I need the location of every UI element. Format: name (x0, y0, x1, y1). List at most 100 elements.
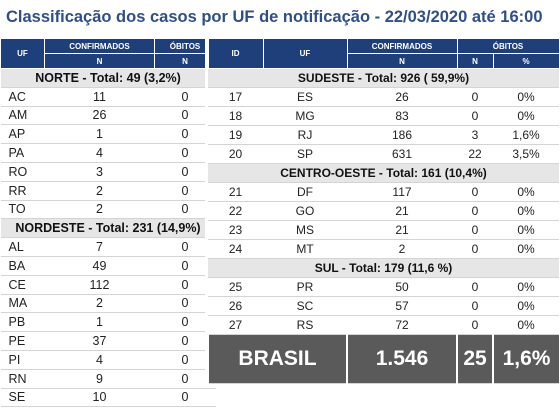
uf-cell: PA (0, 143, 45, 163)
value-cell: 0 (154, 200, 216, 220)
value-cell: 26 (44, 106, 155, 126)
value-cell: 1,6% (493, 125, 559, 145)
value-cell: 0 (154, 312, 216, 333)
data-row: AL 7 0 (0, 237, 216, 257)
uf-cell: RR (0, 181, 45, 201)
value-cell: 18 (208, 106, 263, 126)
uf-cell: RO (0, 162, 45, 182)
value-cell: 21 (347, 201, 457, 221)
value-cell: 0 (154, 237, 216, 257)
value-cell: 0 (154, 87, 216, 107)
header-cell: ÓBITOS (154, 38, 216, 54)
value-cell: 1 (44, 124, 155, 145)
data-row: 19 RJ 186 3 1,6% (208, 125, 559, 145)
header-row: UF CONFIRMADOS ÓBITOS (0, 38, 216, 69)
right-body: ID UF CONFIRMADOS ÓBITOS N N% SUDESTE - Total:… (207, 38, 560, 384)
value-cell: 50 (347, 277, 457, 297)
left-table: UF CONFIRMADOS ÓBITOS N N NORTE - Total: 49 (… (0, 38, 216, 408)
value-cell: RS (263, 315, 347, 335)
value-cell: 22 (208, 201, 263, 221)
data-row: 17 ES 26 0 0% (208, 87, 559, 107)
title: Classificação dos casos por UF de notifi… (6, 8, 543, 26)
data-row: MA 2 0 (0, 294, 216, 314)
uf-cell: PI (0, 350, 45, 370)
value-cell: 0 (457, 315, 493, 335)
region-label: NORDESTE - Total: 231 (14,9%) (0, 218, 216, 239)
total-cell: BRASIL (207, 334, 347, 384)
value-cell: MT (263, 239, 347, 259)
value-cell: 1 (44, 312, 155, 333)
value-cell: 7 (44, 237, 155, 257)
value-cell: 2 (44, 181, 155, 201)
header-row: ID UF CONFIRMADOS ÓBITOS (207, 38, 560, 69)
right-table: ID UF CONFIRMADOS ÓBITOS N N% SUDESTE - Total:… (207, 38, 560, 384)
value-cell: 0 (154, 331, 216, 351)
value-cell: 0% (493, 239, 559, 259)
value-cell: 57 (347, 296, 457, 316)
value-cell: 0 (457, 87, 493, 107)
header-cell: UF (262, 38, 348, 69)
subheader-cell: % (492, 53, 560, 69)
value-cell: 21 (208, 182, 263, 202)
value-cell: 112 (44, 275, 155, 295)
value-cell: 25 (208, 277, 263, 297)
value-cell: 0 (154, 256, 216, 276)
value-cell: DF (263, 182, 347, 202)
value-cell: 24 (208, 239, 263, 259)
header-cell: ID (207, 38, 264, 69)
value-cell: 0 (154, 350, 216, 370)
value-cell: 0 (457, 201, 493, 221)
value-cell: 49 (44, 256, 155, 276)
subheader-row: N N% (208, 53, 560, 69)
value-cell: 10 (44, 388, 155, 408)
value-cell: 0 (457, 106, 493, 126)
value-cell: 0 (457, 296, 493, 316)
value-cell: 0% (493, 87, 559, 107)
subheader-cell: N (346, 53, 458, 69)
value-cell: 0 (154, 275, 216, 295)
value-cell: GO (263, 201, 347, 221)
value-cell: 3,5% (493, 144, 559, 164)
value-cell: 0 (154, 106, 216, 126)
data-row: AM 26 0 (0, 106, 216, 126)
value-cell: 23 (208, 220, 263, 240)
value-cell: 0% (493, 201, 559, 221)
value-cell: SC (263, 296, 347, 316)
region-row: SUL - Total: 179 (11,6 %) (208, 258, 559, 278)
header-cell: UF (0, 38, 45, 69)
value-cell: 22 (457, 144, 493, 164)
value-cell: 3 (457, 125, 493, 145)
data-row: 26 SC 57 0 0% (208, 296, 559, 316)
uf-cell: PB (0, 312, 45, 333)
value-cell: 0% (493, 182, 559, 202)
uf-cell: CE (0, 275, 45, 295)
header-cell: CONFIRMADOS (346, 38, 458, 54)
uf-cell: AP (0, 124, 45, 145)
uf-cell: MA (0, 294, 45, 314)
total-cell: 25 (456, 334, 493, 384)
value-cell: 2 (44, 200, 155, 220)
value-cell: 0 (457, 182, 493, 202)
value-cell: 37 (44, 331, 155, 351)
value-cell: 21 (347, 220, 457, 240)
value-cell: 26 (208, 296, 263, 316)
uf-cell: BA (0, 256, 45, 276)
value-cell: 0 (154, 124, 216, 145)
total-cell: 1,6% (492, 334, 559, 384)
region-row: NORDESTE - Total: 231 (14,9%) (0, 218, 216, 239)
value-cell: 2 (44, 294, 155, 314)
value-cell: 20 (208, 144, 263, 164)
uf-cell: TO (0, 200, 45, 220)
value-cell: 0 (154, 143, 216, 163)
value-cell: 0 (154, 294, 216, 314)
data-row: AC 11 0 (0, 87, 216, 107)
subheader-cell: N (154, 53, 216, 69)
value-cell: 26 (347, 87, 457, 107)
data-row: PB 1 0 (0, 312, 216, 333)
region-label: NORTE - Total: 49 (3,2%) (0, 68, 216, 88)
region-label: CENTRO-OESTE - Total: 161 (10,4%) (208, 163, 559, 183)
subheader-cell: N (44, 53, 155, 69)
value-cell: 0 (154, 181, 216, 201)
